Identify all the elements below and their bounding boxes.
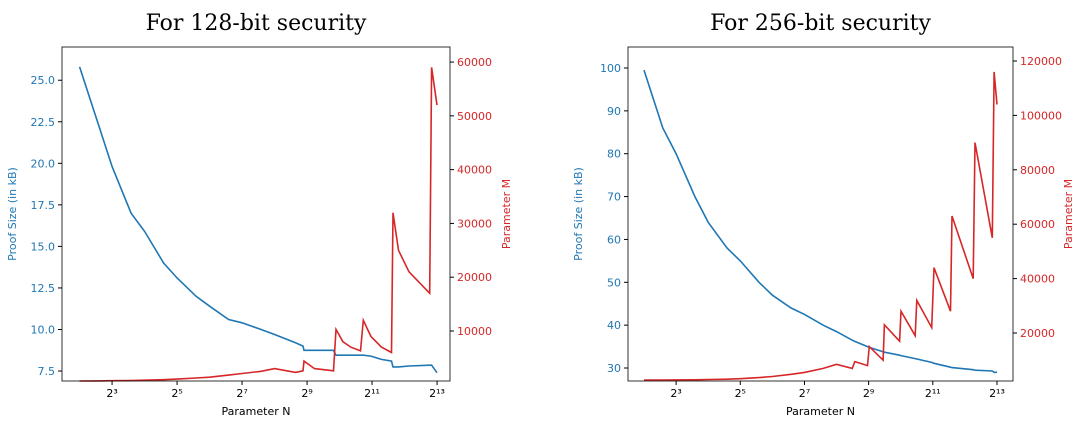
y-tick-label: 17.5 — [31, 199, 56, 212]
y-tick-label: 22.5 — [31, 116, 56, 129]
y2-axis-label: Parameter M — [500, 179, 513, 249]
y-tick-label: 100 — [600, 62, 621, 75]
x-tick-label: 2⁹ — [863, 387, 874, 400]
y-tick-label: 7.5 — [38, 365, 56, 378]
x-tick-label: 2³ — [106, 387, 117, 400]
y-tick-label: 80 — [607, 148, 621, 161]
y-tick-label: 15.0 — [31, 240, 56, 253]
x-tick-label: 2⁹ — [301, 387, 312, 400]
y2-tick-label: 40000 — [1020, 273, 1055, 286]
y-tick-label: 50 — [607, 276, 621, 289]
chart-title: For 128-bit security — [146, 11, 367, 36]
y2-tick-label: 50000 — [457, 110, 492, 123]
x-axis-label: Parameter N — [786, 405, 855, 418]
x-tick-label: 2⁷ — [236, 387, 247, 400]
x-axis-label: Parameter N — [222, 405, 291, 418]
y-tick-label: 20.0 — [31, 157, 56, 170]
x-tick-label: 2³ — [670, 387, 681, 400]
y-tick-label: 25.0 — [31, 74, 56, 87]
plot-frame — [627, 46, 1014, 382]
y2-tick-label: 20000 — [1020, 327, 1055, 340]
y-axis-label: Proof Size (in kB) — [6, 167, 19, 261]
y-tick-label: 12.5 — [31, 282, 56, 295]
plot-frame — [61, 46, 451, 382]
x-tick-label: 2⁷ — [799, 387, 810, 400]
chart-title: For 256-bit security — [710, 11, 931, 36]
data-line — [643, 69, 997, 374]
y2-tick-label: 60000 — [1020, 218, 1055, 231]
x-tick-label: 2¹³ — [989, 387, 1005, 400]
y2-tick-label: 120000 — [1020, 55, 1062, 68]
data-line — [79, 67, 438, 382]
x-tick-label: 2⁵ — [735, 387, 746, 400]
x-tick-label: 2¹¹ — [925, 387, 941, 400]
y2-tick-label: 30000 — [457, 217, 492, 230]
y-tick-label: 60 — [607, 233, 621, 246]
x-tick-label: 2⁵ — [171, 387, 182, 400]
y2-axis-label: Parameter M — [1062, 179, 1075, 249]
data-line — [644, 71, 998, 381]
data-line — [78, 66, 438, 374]
y2-tick-label: 80000 — [1020, 164, 1055, 177]
y-tick-label: 30 — [607, 362, 621, 375]
y-tick-label: 10.0 — [31, 323, 56, 336]
y2-tick-label: 10000 — [457, 325, 492, 338]
y2-tick-label: 60000 — [457, 56, 492, 69]
y-tick-label: 40 — [607, 319, 621, 332]
x-tick-label: 2¹³ — [429, 387, 445, 400]
y-tick-label: 70 — [607, 191, 621, 204]
y-tick-label: 90 — [607, 105, 621, 118]
y2-tick-label: 20000 — [457, 271, 492, 284]
x-tick-label: 2¹¹ — [364, 387, 380, 400]
y2-tick-label: 100000 — [1020, 109, 1062, 122]
y-axis-label: Proof Size (in kB) — [572, 167, 585, 261]
y2-tick-label: 40000 — [457, 164, 492, 177]
